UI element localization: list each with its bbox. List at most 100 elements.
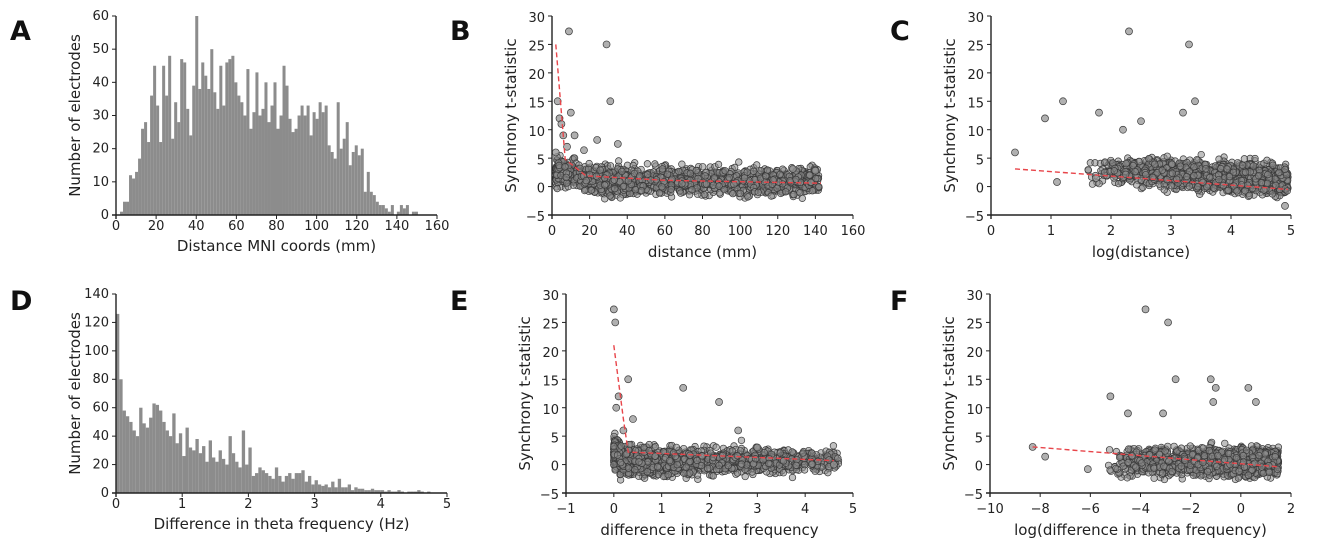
scatter-point <box>1283 187 1291 195</box>
scatter-point <box>714 160 723 169</box>
histogram-bar <box>126 201 130 215</box>
histogram-bar <box>153 65 157 215</box>
scatter-point <box>1223 165 1231 173</box>
histogram-bar <box>354 145 358 215</box>
scatter-point <box>1185 40 1193 49</box>
scatter-point <box>655 189 664 197</box>
y-tick-label: 25 <box>528 40 545 55</box>
y-axis-label: Synchrony t-statistic <box>516 316 534 470</box>
panel-letter-b: B <box>450 16 471 47</box>
scatter-point <box>611 318 620 327</box>
scatter-point <box>735 158 743 166</box>
scatter-point <box>1131 168 1139 176</box>
scatter-point <box>1183 172 1191 181</box>
x-axis-label: Distance MNI coords (mm) <box>177 237 376 255</box>
histogram-bar <box>309 135 313 215</box>
y-tick-label: 50 <box>92 42 109 57</box>
panel-b: 0 20 40 60 80 100 120 140 160−5051015202530dista… <box>502 11 865 261</box>
histogram-bar <box>211 457 216 493</box>
x-tick-label: 4 <box>801 502 809 517</box>
scatter-point <box>1219 181 1227 190</box>
histogram-bar <box>274 467 279 493</box>
histogram-bar <box>347 484 352 493</box>
histogram-bar <box>348 165 352 215</box>
histogram-bar <box>175 443 179 493</box>
histogram-bar <box>288 118 292 215</box>
x-tick-label: 100 <box>728 224 753 239</box>
point-cloud <box>1104 438 1283 484</box>
y-tick-label: 15 <box>528 96 545 111</box>
x-tick-label: 40 <box>619 224 636 239</box>
scatter-point <box>675 167 683 176</box>
histogram-bar <box>174 102 178 215</box>
scatter-point <box>834 454 842 462</box>
scatter-point <box>693 190 702 198</box>
histogram-bar <box>330 151 334 215</box>
scatter-point <box>1225 172 1234 181</box>
scatter-point <box>612 403 621 412</box>
scatter-point <box>749 167 758 175</box>
y-tick-label: 30 <box>528 11 545 26</box>
scatter-point <box>779 469 788 477</box>
scatter-point <box>570 131 579 140</box>
scatter-point <box>710 174 718 182</box>
histogram-bar <box>198 88 202 215</box>
scatter-point <box>776 170 784 178</box>
histogram-bar <box>205 461 209 493</box>
histogram-bar <box>185 427 189 493</box>
x-tick-label: 5 <box>443 497 451 512</box>
x-tick-label: 40 <box>188 219 205 234</box>
scatter-point <box>1245 191 1254 200</box>
histogram-bar <box>366 171 370 215</box>
scatter-point <box>617 459 625 467</box>
histogram-bar <box>135 171 139 215</box>
y-tick-label: 10 <box>542 403 559 418</box>
scatter-point <box>658 165 667 173</box>
x-tick-label: 4 <box>1227 224 1235 239</box>
scatter-point <box>700 190 709 199</box>
scatter-point <box>1137 117 1145 126</box>
scatter-point <box>576 164 584 172</box>
histogram-bar <box>276 128 280 215</box>
x-axis-label: distance (mm) <box>648 243 757 261</box>
histogram-bar <box>294 473 299 493</box>
scatter-point <box>557 120 566 128</box>
scatter-point <box>1281 202 1289 210</box>
histogram-bar <box>336 102 340 215</box>
scatter-point <box>753 443 762 452</box>
scatter-point <box>754 188 762 196</box>
y-tick-label: −5 <box>540 488 559 503</box>
scatter-point <box>644 458 652 466</box>
histogram-bar <box>221 458 226 493</box>
y-axis-label: Number of electrodes <box>66 312 84 475</box>
scatter-point <box>600 174 609 182</box>
scatter-point <box>643 468 651 476</box>
scatter-point <box>1257 179 1266 187</box>
x-tick-label: 1 <box>658 502 666 517</box>
x-tick-label: 4 <box>377 497 385 512</box>
scatter-point <box>1145 155 1153 163</box>
x-tick-label: 3 <box>310 497 318 512</box>
histogram-bar <box>201 62 205 215</box>
histogram-bar <box>297 115 301 215</box>
scatter-point <box>725 173 733 182</box>
scatter-point <box>682 463 690 471</box>
scatter-point <box>721 167 729 175</box>
histogram-bar <box>162 65 166 215</box>
histogram-bar <box>234 82 238 215</box>
x-tick-label: −1 <box>556 502 575 517</box>
scatter-point <box>1110 167 1118 175</box>
panel-letter-d: D <box>10 286 32 317</box>
histogram-bar <box>192 85 196 216</box>
scatter-point <box>715 461 723 470</box>
y-tick-label: 40 <box>92 75 109 90</box>
scatter-point <box>1238 161 1247 169</box>
scatter-point <box>613 140 622 148</box>
x-tick-label: 80 <box>268 219 285 234</box>
scatter-point <box>748 468 756 476</box>
panel-f: −10 −8 −6 −4 −2 0 2−5051015202530log(differenc… <box>940 289 1295 538</box>
histogram-bar <box>357 155 361 215</box>
histogram-bar <box>351 151 355 215</box>
scatter-point <box>1119 125 1127 134</box>
histogram-bar <box>339 148 343 215</box>
